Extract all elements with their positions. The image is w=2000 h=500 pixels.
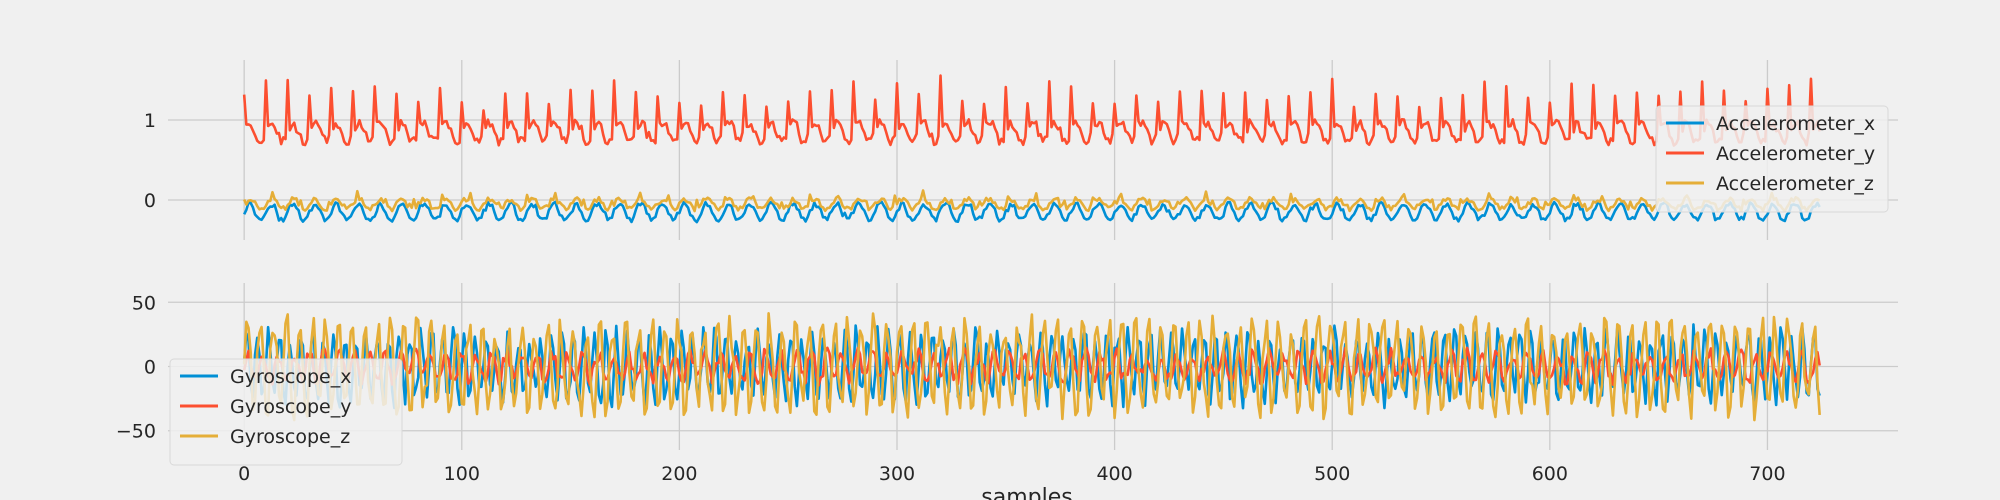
chart-panel-2: 0 100 200 300 400 500 600 700−50050Gyroscope_xG…	[116, 283, 1898, 500]
x-tick-label: 200	[661, 463, 697, 485]
legend-label: Accelerometer_x	[1716, 113, 1875, 135]
x-tick-label: 0	[238, 463, 250, 485]
x-tick-label: 600	[1532, 463, 1568, 485]
chart-panel-1: 01 Accelerometer_xAccelerometer_yAccelero…	[144, 60, 1898, 240]
legend-label: Gyroscope_x	[230, 366, 351, 388]
y-tick-label: 0	[144, 357, 156, 379]
legend: Accelerometer_x Accelerometer_y Accelerome…	[1655, 105, 1889, 213]
series-line-accelerometer-y	[242, 74, 1821, 147]
legend-label: Accelerometer_z	[1716, 173, 1874, 195]
series-line-accelerometer-z	[242, 189, 1821, 213]
x-tick-label: 500	[1314, 463, 1350, 485]
legend-label: Accelerometer_y	[1716, 143, 1875, 165]
y-tick-label: 1	[144, 110, 156, 132]
legend-label: Gyroscope_z	[230, 426, 350, 448]
series-line-accelerometer-x	[242, 200, 1821, 224]
series-line-gyroscope-z	[242, 312, 1821, 422]
legend-box	[169, 358, 403, 466]
legend-box	[1655, 105, 1889, 213]
x-tick-label: 700	[1749, 463, 1785, 485]
x-axis-label: samples	[981, 485, 1072, 500]
x-tick-label: 400	[1096, 463, 1132, 485]
x-tick-label: 100	[444, 463, 480, 485]
legend: Gyroscope_x Gyroscope_y Gyroscope_z	[169, 358, 403, 466]
x-tick-label: 300	[879, 463, 915, 485]
y-tick-label: 50	[132, 292, 156, 314]
y-tick-label: 0	[144, 190, 156, 212]
y-tick-label: −50	[116, 421, 156, 443]
legend-label: Gyroscope_y	[230, 396, 351, 418]
